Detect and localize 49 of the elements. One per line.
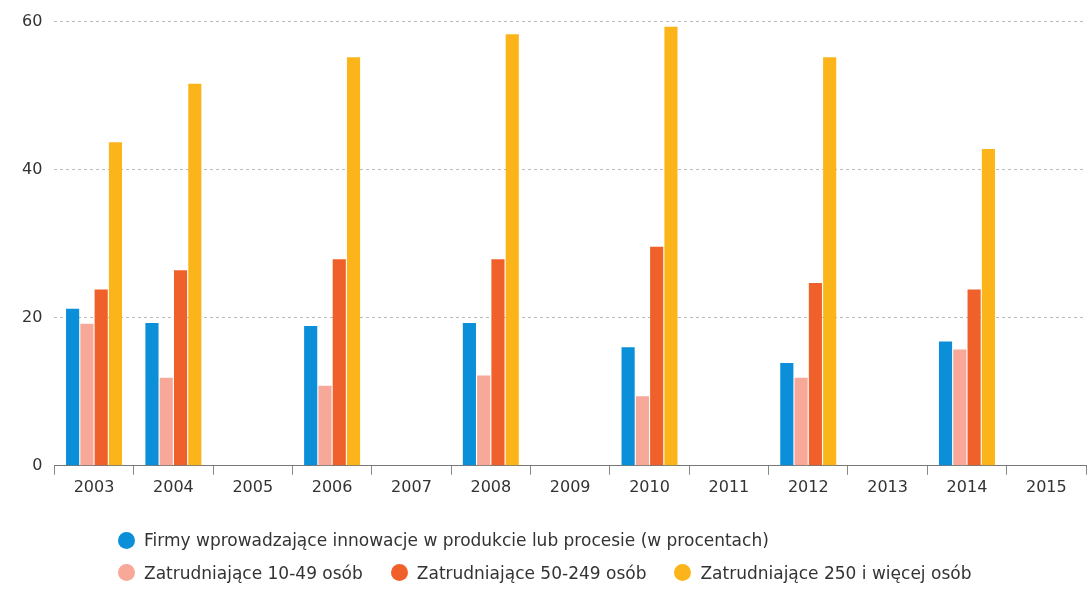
legend-label: Zatrudniające 50-249 osób — [415, 561, 647, 585]
legend-label: Firmy wprowadzające innowacje w produkcie lub procesie (w procentach) — [143, 529, 769, 552]
bar — [938, 341, 953, 466]
bar — [621, 347, 635, 466]
x-tick-label: 2015 — [1025, 476, 1067, 496]
bar — [780, 362, 794, 466]
bar — [332, 259, 346, 466]
bar — [80, 323, 94, 466]
bar — [981, 148, 995, 466]
bar — [318, 385, 332, 466]
y-tick-label: 20 — [22, 306, 43, 326]
x-tick-label: 2004 — [153, 476, 194, 496]
bar — [823, 57, 837, 466]
x-tick-label: 2013 — [867, 476, 908, 496]
bar — [188, 83, 202, 466]
bar — [462, 322, 476, 466]
bar — [346, 57, 361, 466]
x-tick-label: 2012 — [787, 476, 829, 496]
x-tick-label: 2008 — [470, 476, 512, 496]
bar — [967, 289, 981, 466]
bar — [173, 270, 188, 466]
bar — [304, 325, 318, 466]
x-tick-label: 2009 — [549, 476, 591, 496]
y-tick-label: 60 — [22, 10, 43, 30]
x-tick-label: 2010 — [629, 476, 670, 496]
bar — [664, 26, 678, 466]
x-tick-label: 2003 — [73, 476, 115, 496]
x-tick-label: 2007 — [391, 476, 432, 496]
bar — [794, 377, 808, 466]
bar — [477, 375, 491, 466]
bar — [159, 377, 173, 466]
bar — [808, 282, 822, 466]
bar — [94, 289, 108, 466]
y-tick-label: 0 — [32, 454, 43, 474]
x-tick-label: 2005 — [232, 476, 274, 496]
bar — [108, 142, 123, 466]
x-tick-label: 2011 — [708, 476, 750, 496]
legend-label: Zatrudniające 10-49 osób — [143, 561, 363, 585]
bar — [145, 322, 159, 466]
legend-label: Zatrudniające 250 i więcej osób — [699, 561, 972, 585]
bar — [505, 34, 519, 466]
x-tick-label: 2006 — [311, 476, 353, 496]
bar — [635, 396, 649, 466]
bar — [66, 308, 80, 466]
y-tick-label: 40 — [22, 158, 43, 178]
x-tick-label: 2014 — [946, 476, 988, 496]
bar — [650, 246, 664, 466]
bar — [491, 259, 505, 466]
bar — [953, 349, 967, 466]
